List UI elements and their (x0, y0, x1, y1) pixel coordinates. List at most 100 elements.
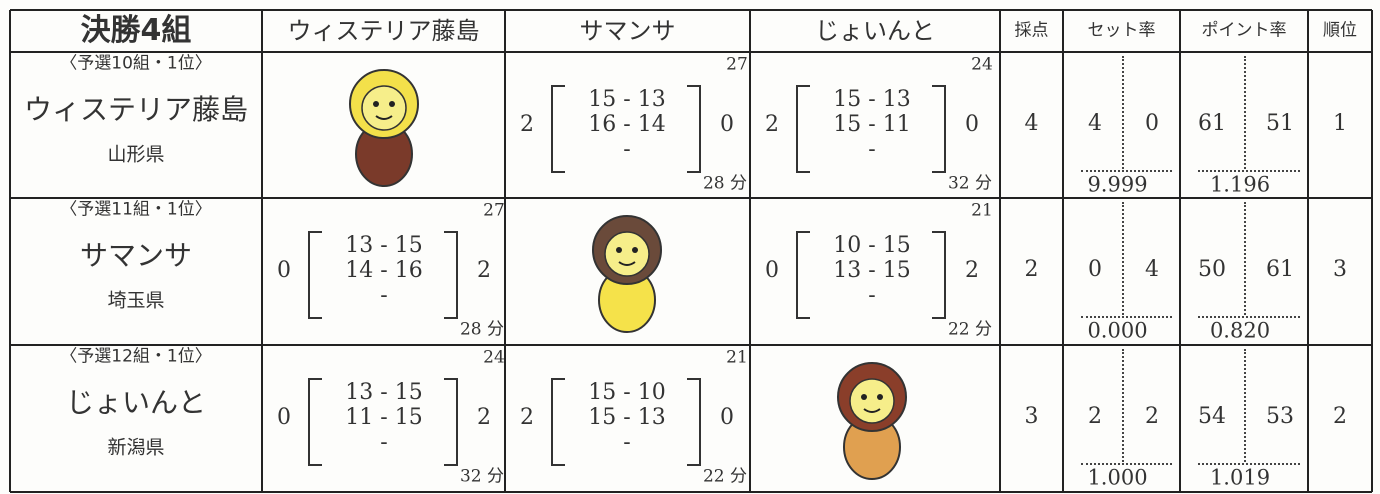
divider (1198, 170, 1300, 172)
divider (1081, 316, 1172, 318)
team-name: じょいんと (65, 386, 207, 419)
value-right: 61 (1266, 257, 1294, 282)
rank: 1 (1333, 111, 1347, 136)
sets-won-left: 2 (520, 405, 534, 430)
sets-won-left: 2 (765, 112, 779, 137)
header-score: 採点 (1014, 20, 1049, 41)
bracket-right (444, 231, 458, 319)
header-team: じょいんと (815, 17, 935, 45)
header-rank: 順位 (1323, 20, 1357, 41)
set-score: - (380, 283, 388, 308)
time: 22 分 (947, 319, 993, 340)
set-score: 15 - 11 (833, 112, 911, 137)
prefecture: 山形県 (107, 143, 165, 166)
divider (1121, 202, 1124, 315)
set-score: 16 - 14 (588, 112, 666, 137)
bracket-right (687, 378, 701, 466)
sets-won-left: 2 (520, 112, 534, 137)
mascot (837, 362, 907, 480)
table-border (504, 10, 506, 492)
bracket-left (551, 85, 565, 173)
set-score: - (623, 137, 631, 162)
table-border (10, 344, 1372, 346)
rate: 1.000 (1087, 465, 1148, 490)
sets-won-right: 0 (720, 112, 734, 137)
sets-won-right: 2 (965, 258, 979, 283)
time: 32 分 (947, 173, 993, 194)
total: 27 (726, 54, 748, 75)
table-border (9, 10, 11, 492)
team-name: サマンサ (79, 239, 193, 272)
set-score: 15 - 13 (833, 87, 911, 112)
table-border (1062, 10, 1064, 492)
rate: 9.999 (1087, 172, 1148, 197)
set-score: 11 - 15 (345, 405, 423, 430)
score: 3 (1024, 404, 1039, 429)
bracket-left (551, 378, 565, 466)
score: 4 (1024, 111, 1039, 136)
qualifier: 〈予選10組・1位〉 (60, 53, 212, 74)
divider (1121, 349, 1124, 462)
prefecture: 埼玉県 (107, 289, 165, 312)
value-left: 4 (1088, 111, 1102, 136)
set-score: 14 - 16 (345, 258, 423, 283)
rate: 1.019 (1209, 465, 1271, 490)
table-border (749, 10, 751, 492)
sets-won-right: 2 (477, 405, 491, 430)
value-left: 61 (1198, 111, 1226, 136)
sets-won-right: 0 (720, 405, 734, 430)
header-corner: 決勝4組 (80, 13, 192, 48)
value-right: 51 (1266, 111, 1294, 136)
sets-won-left: 0 (277, 405, 291, 430)
divider (1244, 349, 1246, 462)
bracket-left (796, 231, 810, 319)
divider (1121, 56, 1124, 169)
divider (1244, 56, 1246, 169)
sets-won-right: 0 (965, 112, 979, 137)
value-right: 0 (1145, 111, 1159, 136)
team-name: ウィステリア藤島 (23, 93, 249, 126)
value-right: 2 (1145, 404, 1159, 429)
set-score: - (623, 430, 631, 455)
set-score: 15 - 13 (588, 405, 666, 430)
total: 21 (726, 347, 748, 368)
set-score: - (868, 137, 876, 162)
rank: 2 (1333, 404, 1347, 429)
time: 28 分 (702, 173, 748, 194)
set-score: 10 - 15 (833, 233, 911, 258)
mascot (349, 69, 419, 187)
total: 21 (971, 200, 993, 221)
value-right: 4 (1145, 257, 1159, 282)
total: 27 (483, 200, 505, 221)
table-border (10, 197, 1372, 199)
header-team: ウィステリア藤島 (287, 17, 480, 45)
set-score: - (380, 430, 388, 455)
divider (1244, 202, 1246, 315)
set-score: 13 - 15 (345, 380, 423, 405)
mascot (592, 215, 662, 333)
header-set-rate: セット率 (1087, 20, 1156, 41)
set-score: - (868, 283, 876, 308)
bracket-left (796, 85, 810, 173)
divider (1081, 463, 1172, 465)
set-score: 13 - 15 (345, 233, 423, 258)
set-score: 15 - 10 (588, 380, 666, 405)
table-border (999, 10, 1001, 492)
bracket-right (687, 85, 701, 173)
value-left: 0 (1088, 257, 1102, 282)
time: 28 分 (459, 319, 505, 340)
bracket-left (308, 231, 322, 319)
value-right: 53 (1266, 404, 1294, 429)
divider (1081, 170, 1172, 172)
table-border (1371, 10, 1373, 492)
divider (1198, 316, 1300, 318)
divider (1198, 463, 1300, 465)
rate: 1.196 (1209, 172, 1271, 197)
table-border (10, 491, 1372, 493)
rank: 3 (1333, 257, 1347, 282)
sets-won-right: 2 (477, 258, 491, 283)
table-border (1179, 10, 1181, 492)
bracket-left (308, 378, 322, 466)
header-point-rate: ポイント率 (1201, 20, 1287, 41)
